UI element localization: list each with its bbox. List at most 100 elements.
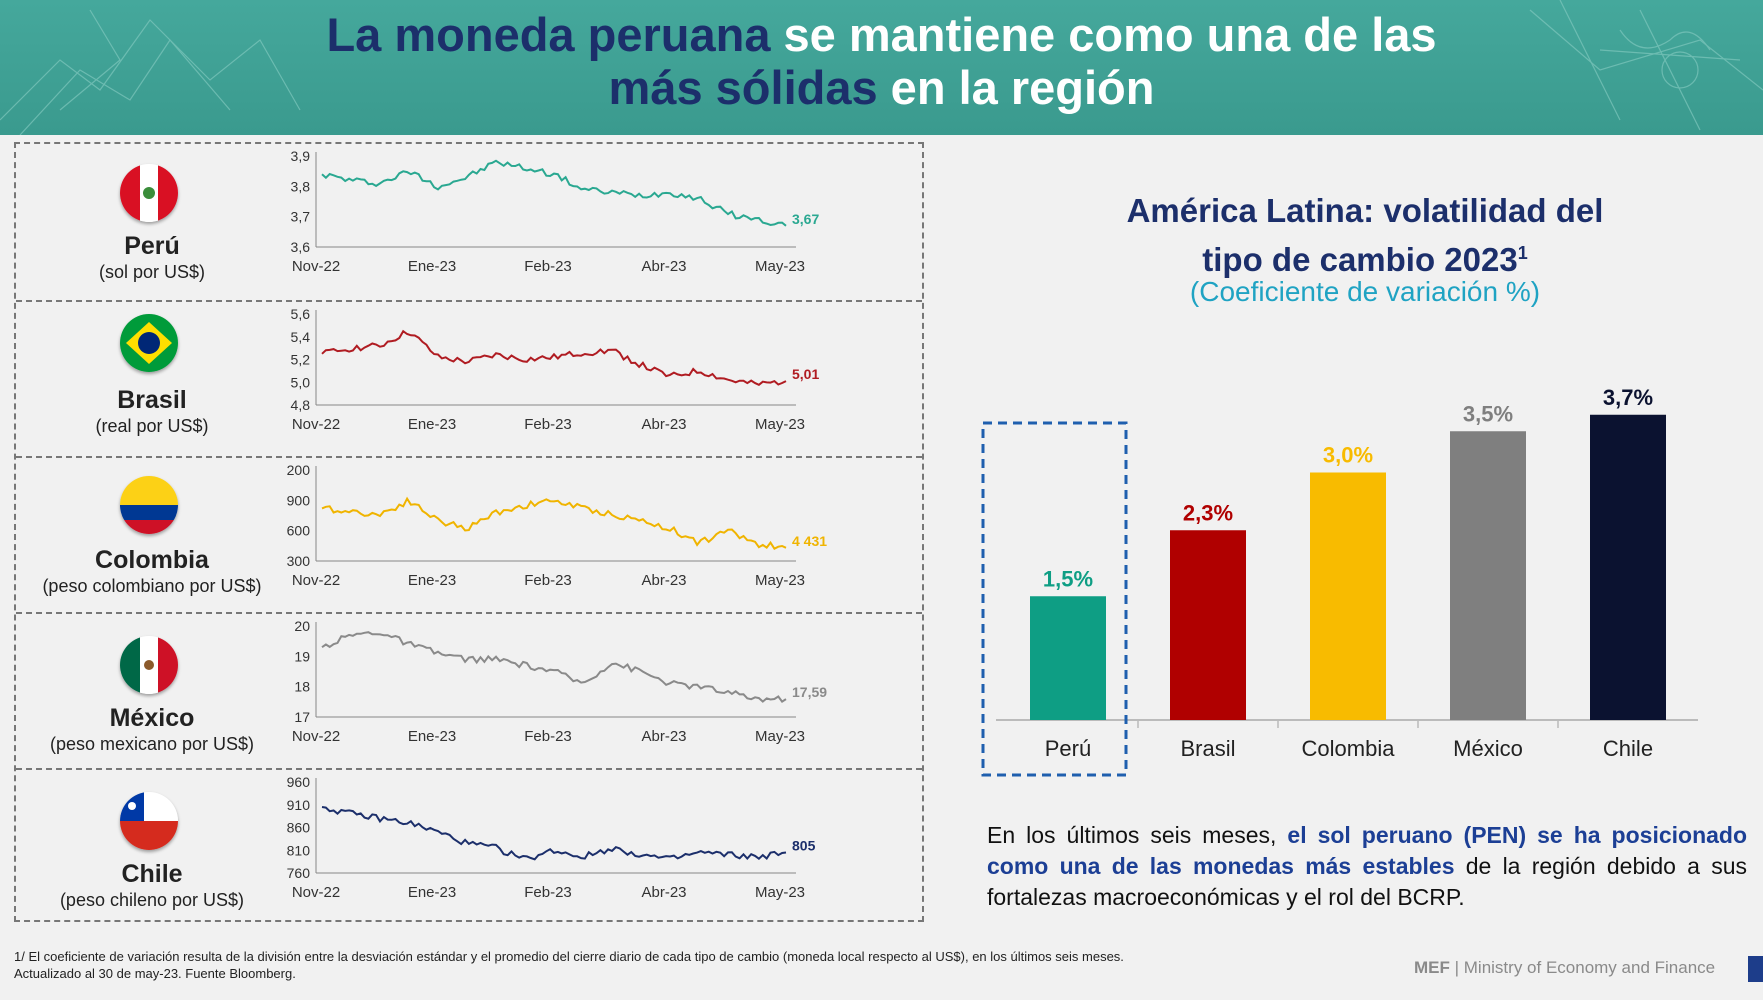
footnote: 1/ El coeficiente de variación resulta d… [14,948,1344,982]
y-tick-label: 3,8 [291,178,311,194]
country-unit: (sol por US$) [98,262,206,282]
country-name: Perú [124,232,180,260]
logo-short: MEF [1414,958,1450,977]
bar-brasil [1170,530,1246,720]
title-light-1: se mantiene como una de las [770,8,1437,61]
x-tick-label: Abr-23 [641,728,686,745]
mexico-flag-icon [120,636,178,694]
y-tick-label: 18 [294,679,310,695]
footnote-line1: 1/ El coeficiente de variación resulta d… [14,949,1124,964]
country-name: Brasil [117,386,187,414]
bar-chile [1590,414,1666,720]
x-tick-label: Feb-23 [524,258,572,275]
x-tick-label: Ene-23 [408,884,456,901]
y-tick-label: 4,8 [291,397,311,413]
volatility-bar-chart: 1,5% Perú 2,3% Brasil 3,0% Colombia 3,5% México… [981,385,1698,777]
x-tick-label: Ene-23 [408,258,456,275]
y-tick-label: 5,0 [291,374,311,390]
para-highlight: el sol peruano (PEN) se ha posicionado c… [987,822,1748,879]
country-name: Colombia [95,546,209,574]
exchange-rate-panel: Perú (sol por US$) 3,9 3,8 3,7 3,6 Nov-22 Ene… [14,142,924,922]
country-unit: (peso chileno por US$) [59,890,245,910]
country-unit: (peso mexicano por US$) [49,734,255,754]
bar-méxico [1450,431,1526,720]
y-tick-label: 960 [287,774,311,790]
x-tick-label: Abr-23 [641,416,686,433]
bar-value-label: 3,7% [1603,385,1653,410]
bar-value-label: 2,3% [1183,500,1233,525]
y-tick-label: 910 [287,797,311,813]
series-line-brasil [321,329,787,386]
y-tick-label: 19 [294,648,310,664]
category-label: México [1453,736,1523,761]
y-tick-label: 5,4 [291,329,311,345]
country-row-chile: Chile (peso chileno por US$) 960 910 860 81… [16,768,922,924]
footnote-marker: 1 [1517,243,1528,263]
logo-mark [1748,956,1763,982]
mini-chart-brasil: 5,6 5,4 5,2 5,0 4,8 Nov-22 Ene-23 Feb-23 Abr-23 M… [291,306,820,433]
country-row-peru: Perú (sol por US$) 3,9 3,8 3,7 3,6 Nov-22 Ene… [16,144,922,300]
para-text-2: de la región debido a sus fortalezas mac… [987,853,1747,910]
country-unit: (peso colombiano por US$) [42,576,262,596]
country-row-brasil: Brasil (real por US$) 5,6 5,4 5,2 5,0 4,8 Nov… [16,300,922,456]
mini-chart-colombia: 5 200 4 900 4 600 4 300 Nov-22 Ene-23 Feb-23 Ab… [286,462,827,589]
end-value-label: 5,01 [792,366,819,382]
x-tick-label: May-23 [755,258,805,275]
logo-full: Ministry of Economy and Finance [1463,958,1716,977]
title-dark-2: más sólidas [608,61,878,114]
y-tick-label: 3,7 [291,209,311,225]
y-tick-label: 5,2 [291,352,311,368]
bar-value-label: 3,0% [1323,443,1373,468]
country-row-colombia: Colombia (peso colombiano por US$) 5 200… [16,456,922,612]
mini-chart-chile: 960 910 860 810 760 Nov-22 Ene-23 Feb-23 Abr-23 M… [287,774,816,901]
country-row-mexico: México (peso mexicano por US$) 20 19 18 17 N… [16,612,922,768]
end-value-label: 805 [792,838,816,854]
bar-chart-title: América Latina: volatilidad del tipo de … [1000,190,1730,281]
y-tick-label: 5,6 [291,306,311,322]
y-tick-label: 3,6 [291,239,311,255]
title-dark-1: La moneda peruana [326,8,771,61]
header-banner: La moneda peruana se mantiene como una d… [0,0,1763,135]
x-tick-label: Feb-23 [524,572,572,589]
title-light-2: en la región [877,61,1155,114]
bar-title-line1: América Latina: volatilidad del [1126,192,1604,229]
colombia-flag-icon [120,476,178,534]
mini-chart-mexico: 20 19 18 17 Nov-22 Ene-23 Feb-23 Abr-23 May-23 17… [292,618,827,745]
x-tick-label: May-23 [755,572,805,589]
mef-logo: MEF | Ministry of Economy and Finance [1414,958,1716,977]
x-tick-label: May-23 [755,416,805,433]
x-tick-label: Feb-23 [524,728,572,745]
x-tick-label: May-23 [755,728,805,745]
series-line-mexico [321,631,787,703]
bar-colombia [1310,472,1386,720]
x-tick-label: Nov-22 [292,884,340,901]
x-tick-label: Nov-22 [292,258,340,275]
y-tick-label: 5 200 [286,462,310,478]
y-tick-label: 4 900 [286,492,310,508]
bar-chart-subtitle: (Coeficiente de variación %) [1189,276,1541,307]
y-tick-label: 17 [294,709,310,725]
x-tick-label: Nov-22 [292,572,340,589]
peru-flag-icon [120,164,178,222]
end-value-label: 4 431 [792,533,827,549]
bar-value-label: 3,5% [1463,401,1513,426]
country-name: Chile [121,860,183,888]
bar-title-line2: tipo de cambio 2023 [1202,241,1518,278]
chile-flag-icon [120,792,178,850]
x-tick-label: Feb-23 [524,416,572,433]
y-tick-label: 760 [287,865,311,881]
x-tick-label: May-23 [755,884,805,901]
brazil-flag-icon [120,314,178,372]
end-value-label: 3,67 [792,211,819,227]
x-tick-label: Nov-22 [292,728,340,745]
country-name: México [109,704,195,732]
summary-paragraph: En los últimos seis meses, el sol peruan… [987,820,1747,913]
x-tick-label: Abr-23 [641,884,686,901]
x-tick-label: Abr-23 [641,258,686,275]
series-line-chile [321,806,787,861]
nazca-lines-decoration [0,0,1763,135]
x-tick-label: Ene-23 [408,572,456,589]
bar-perú [1030,596,1106,720]
series-line-colombia [321,496,787,551]
y-tick-label: 4 300 [286,553,310,569]
